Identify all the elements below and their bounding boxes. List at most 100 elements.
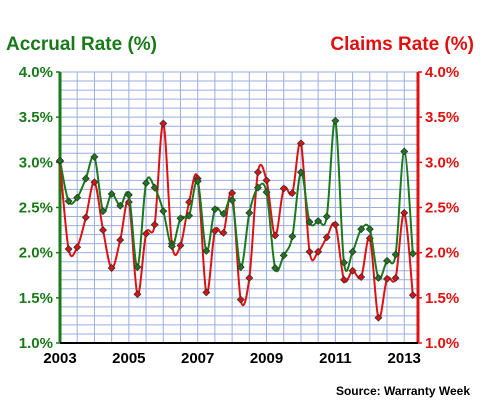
grid [59, 71, 418, 344]
claims-point [400, 208, 409, 217]
claims-point [133, 290, 142, 299]
accrual-point [357, 225, 366, 234]
x-tick-label: 2013 [388, 350, 421, 367]
x-tick-label: 2007 [181, 350, 214, 367]
left-tick-label: 3.5% [19, 109, 53, 126]
accrual-point [271, 264, 280, 272]
claims-point [99, 226, 107, 235]
right-tick-label: 1.0% [425, 335, 459, 352]
claims-point [383, 274, 391, 283]
right-tick-label: 3.0% [425, 154, 459, 171]
accrual-point [236, 263, 245, 272]
claims-point [374, 313, 383, 322]
right-axis-title: Claims Rate (%) [330, 34, 474, 55]
claims-point [142, 229, 151, 238]
accrual-point [374, 273, 383, 282]
tick-labels: 1.0% 1.0% 1.5% 1.5% 2.0% 2.0% 2.5% 2.5% 3.0% 3.0%… [19, 64, 459, 367]
accrual-point [99, 207, 107, 216]
accrual-point [391, 250, 400, 259]
accrual-point [314, 217, 323, 226]
accrual-point [262, 188, 271, 197]
left-tick-label: 2.0% [19, 245, 53, 262]
claims-point [262, 176, 271, 185]
left-tick-label: 1.5% [19, 290, 53, 307]
accrual-point [150, 183, 159, 192]
accrual-point [400, 147, 409, 156]
series-claims [56, 119, 417, 322]
accrual-point [228, 196, 237, 205]
left-tick-label: 1.0% [19, 335, 53, 352]
x-tick-label: 2005 [112, 350, 145, 367]
claims-point [408, 291, 417, 300]
accrual-point [296, 168, 305, 177]
claims-point [236, 295, 245, 304]
claims-point [202, 288, 211, 297]
claims-point [64, 245, 73, 254]
accrual-point [365, 225, 374, 234]
claims-point [116, 236, 125, 244]
accrual-point [288, 232, 297, 241]
x-tick-label: 2011 [319, 350, 352, 367]
accrual-point [133, 263, 142, 272]
accrual-point [305, 217, 314, 226]
claims-point [340, 275, 348, 284]
claims-point [81, 213, 90, 222]
accrual-point [64, 197, 73, 206]
claims-point [296, 139, 305, 148]
claims-point [391, 273, 400, 282]
accrual-point [219, 209, 228, 218]
claims-point [150, 220, 159, 229]
claims-point [305, 247, 314, 256]
accrual-point [340, 258, 348, 267]
accrual-point [383, 256, 391, 265]
claims-point [219, 228, 228, 237]
x-tick-label: 2003 [43, 350, 76, 367]
accrual-point [279, 251, 288, 260]
accrual-point [159, 207, 168, 216]
accrual-point [56, 156, 64, 165]
accrual-point [116, 201, 125, 210]
claims-point [314, 247, 323, 256]
accrual-point [73, 193, 82, 202]
right-tick-label: 3.5% [425, 109, 459, 126]
accrual-point [185, 211, 194, 220]
accrual-point [81, 174, 90, 183]
right-tick-label: 1.5% [425, 290, 459, 307]
source-note: Source: Warranty Week [336, 384, 470, 398]
claims-point [159, 119, 168, 128]
claims-point [90, 178, 99, 187]
accrual-point [322, 212, 331, 221]
accrual-point [331, 116, 340, 125]
claims-point [253, 168, 262, 177]
claims-point [210, 227, 219, 235]
accrual-point [107, 189, 116, 198]
x-tick-label: 2009 [250, 350, 283, 367]
left-tick-label: 2.5% [19, 200, 53, 217]
claims-point [107, 264, 116, 272]
right-tick-label: 2.0% [425, 245, 459, 262]
left-axis-title: Accrual Rate (%) [6, 34, 157, 55]
claims-point [348, 266, 357, 275]
claims-point [271, 231, 280, 240]
claims-point [279, 184, 288, 193]
claims-point [176, 241, 185, 250]
accrual-point [124, 190, 133, 199]
accrual-point [193, 177, 202, 186]
right-tick-label: 4.0% [425, 64, 459, 81]
right-tick-label: 2.5% [425, 200, 459, 217]
claims-point [245, 273, 254, 282]
accrual-point [245, 208, 254, 217]
left-tick-label: 3.0% [19, 154, 53, 171]
series-accrual [56, 116, 417, 282]
accrual-point [90, 152, 99, 161]
series-lines [56, 116, 417, 322]
accrual-point [167, 242, 176, 251]
accrual-point [202, 246, 211, 255]
accrual-point [348, 247, 357, 256]
claims-point [357, 273, 366, 282]
accrual-point [408, 249, 417, 258]
accrual-point [142, 179, 151, 188]
accrual-point [176, 214, 185, 223]
left-tick-label: 4.0% [19, 64, 53, 81]
